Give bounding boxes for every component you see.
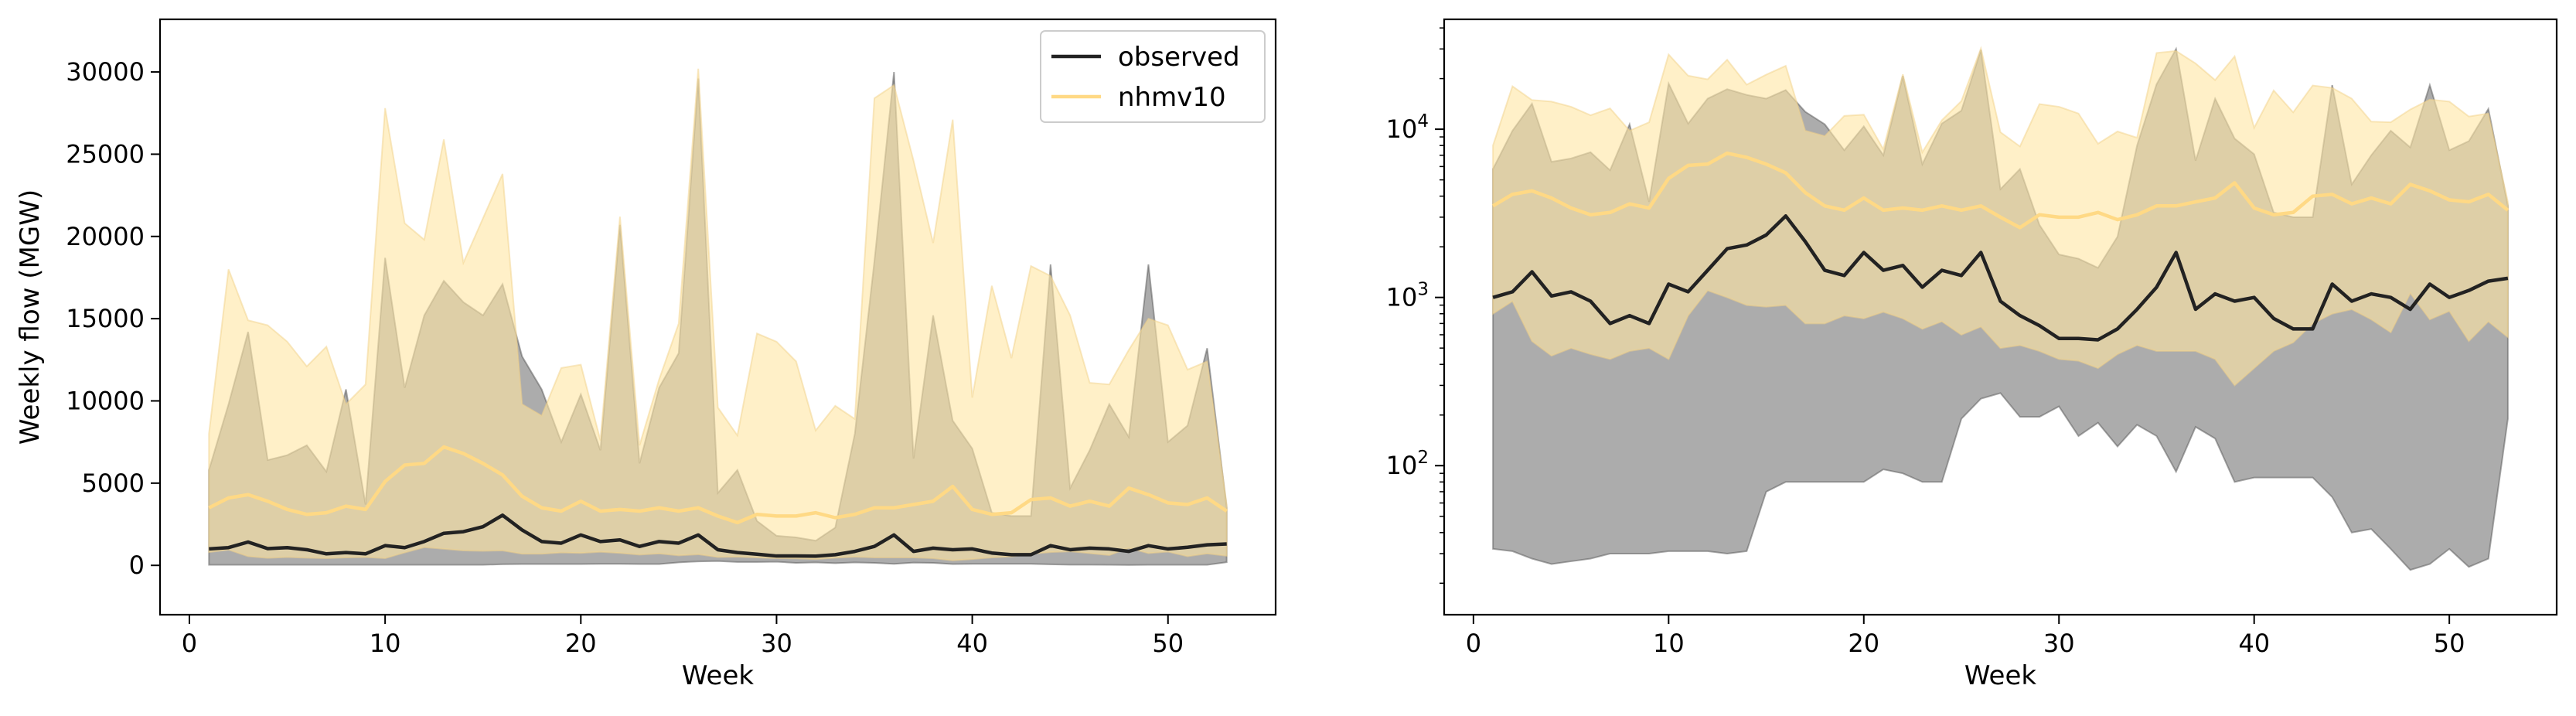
nhmv10-median-line bbox=[1491, 151, 2510, 230]
plot-area bbox=[208, 68, 1228, 566]
plot-area bbox=[1491, 46, 2510, 571]
y-tick-label: 102 bbox=[1386, 448, 1429, 480]
left-chart-panel: 0 10 20 30 40 50 0 5000 10000 15000 20000 25000 3000… bbox=[15, 18, 1277, 691]
x-tick-label: 0 bbox=[182, 629, 197, 658]
y-tick-label: 30000 bbox=[66, 57, 145, 87]
y-tick-label: 5000 bbox=[82, 469, 145, 498]
y-axis-title: Weekly flow (MGW) bbox=[15, 189, 46, 445]
y-tick-label: 103 bbox=[1386, 280, 1429, 312]
axes-frame bbox=[1443, 18, 2558, 616]
y-tick-label: 0 bbox=[129, 551, 145, 580]
observed-median-line bbox=[209, 513, 1227, 558]
axes-frame bbox=[158, 18, 1277, 616]
y-tick-label: 25000 bbox=[66, 139, 145, 169]
x-tick-label: 30 bbox=[761, 629, 792, 658]
nhmv10-median-line bbox=[208, 445, 1228, 525]
x-tick-label: 50 bbox=[1152, 629, 1184, 658]
legend-nhmv10-label: nhmv10 bbox=[1118, 82, 1226, 113]
legend: observed nhmv10 bbox=[1040, 30, 1266, 123]
x-tick-label: 10 bbox=[370, 629, 401, 658]
x-tick-label: 40 bbox=[2238, 629, 2270, 658]
nhmv10-range-band bbox=[208, 68, 1228, 561]
right-chart-panel: 0 10 20 30 40 50 102 103 104 Week bbox=[1386, 18, 2558, 691]
x-tick-label: 40 bbox=[956, 629, 988, 658]
observed-median-line bbox=[1492, 214, 2509, 342]
x-axis-title: Week bbox=[1964, 660, 2036, 691]
legend-box bbox=[1040, 30, 1266, 123]
x-tick-label: 20 bbox=[565, 629, 597, 658]
x-tick-label: 10 bbox=[1653, 629, 1685, 658]
x-tick-label: 20 bbox=[1848, 629, 1879, 658]
x-tick-label: 0 bbox=[1466, 629, 1481, 658]
y-tick-label: 20000 bbox=[66, 222, 145, 251]
legend-observed-label: observed bbox=[1118, 42, 1240, 73]
y-tick-label: 10000 bbox=[66, 386, 145, 415]
y-tick-label: 104 bbox=[1386, 111, 1429, 144]
y-tick-label: 15000 bbox=[66, 304, 145, 333]
x-tick-label: 50 bbox=[2434, 629, 2465, 658]
x-tick-label: 30 bbox=[2043, 629, 2075, 658]
x-axis-title: Week bbox=[682, 660, 754, 691]
